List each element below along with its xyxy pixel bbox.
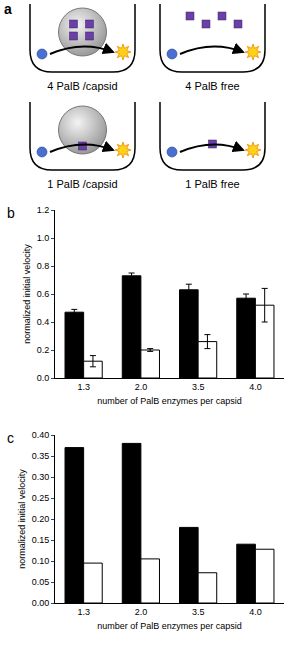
- svg-text:4 PalB /capsid: 4 PalB /capsid: [47, 80, 117, 92]
- svg-text:0.8: 0.8: [37, 261, 50, 271]
- svg-text:normalized initial velocity: normalized initial velocity: [17, 469, 27, 569]
- svg-text:0.05: 0.05: [32, 577, 50, 587]
- svg-text:0.30: 0.30: [32, 472, 50, 482]
- svg-text:normalized initial velocity: normalized initial velocity: [22, 244, 32, 344]
- svg-text:0.2: 0.2: [37, 345, 50, 355]
- svg-text:2.0: 2.0: [135, 607, 148, 617]
- svg-text:0.6: 0.6: [37, 289, 50, 299]
- svg-text:1.2: 1.2: [37, 205, 50, 215]
- svg-text:number of PalB enzymes per cap: number of PalB enzymes per capsid: [97, 621, 242, 631]
- svg-text:3.5: 3.5: [192, 382, 205, 392]
- svg-text:c: c: [7, 430, 14, 446]
- svg-text:4.0: 4.0: [249, 607, 262, 617]
- svg-text:a: a: [4, 1, 12, 17]
- svg-text:b: b: [7, 205, 15, 221]
- svg-text:2.0: 2.0: [135, 382, 148, 392]
- svg-text:0.35: 0.35: [32, 451, 50, 461]
- svg-text:0.15: 0.15: [32, 535, 50, 545]
- svg-text:0.4: 0.4: [37, 317, 50, 327]
- svg-text:1.3: 1.3: [77, 607, 90, 617]
- svg-text:1.3: 1.3: [77, 382, 90, 392]
- svg-text:1.0: 1.0: [37, 233, 50, 243]
- svg-text:4 PalB free: 4 PalB free: [185, 80, 239, 92]
- svg-text:0.10: 0.10: [32, 556, 50, 566]
- svg-text:3.5: 3.5: [192, 607, 205, 617]
- svg-text:0.40: 0.40: [32, 430, 50, 440]
- svg-text:1 PalB /capsid: 1 PalB /capsid: [47, 178, 117, 190]
- svg-text:4.0: 4.0: [249, 382, 262, 392]
- svg-text:0.00: 0.00: [32, 598, 50, 608]
- svg-text:0.20: 0.20: [32, 514, 50, 524]
- svg-text:0.0: 0.0: [37, 373, 50, 383]
- svg-text:0.25: 0.25: [32, 493, 50, 503]
- svg-text:number of PalB enzymes per cap: number of PalB enzymes per capsid: [97, 396, 242, 406]
- svg-text:1 PalB free: 1 PalB free: [185, 178, 239, 190]
